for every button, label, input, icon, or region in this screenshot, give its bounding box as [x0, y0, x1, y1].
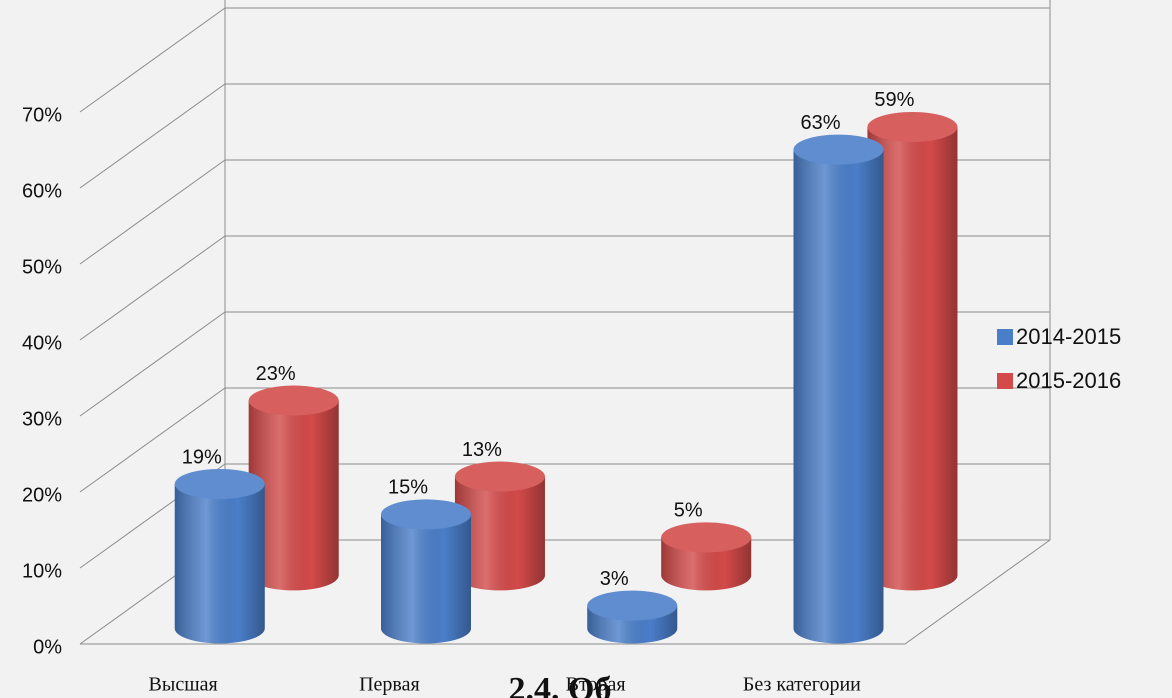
legend-label: 2015-2016 [1016, 368, 1121, 393]
bar [793, 134, 884, 644]
data-label: 3% [600, 568, 629, 590]
data-label: 5% [674, 500, 703, 522]
cylinder-top-shade [661, 522, 752, 553]
data-label: 63% [800, 112, 840, 134]
x-tick-label: Высшая [149, 674, 218, 696]
data-label: 23% [256, 363, 296, 385]
y-tick-label: 50% [22, 256, 62, 278]
cylinder-top-shade [174, 469, 265, 499]
y-tick-label: 10% [22, 560, 62, 582]
x-tick-label: Без категории [743, 674, 861, 696]
legend-label: 2014-2015 [1016, 324, 1121, 349]
cylinder-shade [793, 149, 884, 644]
data-label: 13% [462, 439, 502, 461]
cylinder-top-shade [587, 590, 678, 621]
cylinder-top-shade [793, 134, 884, 165]
bar [454, 461, 545, 591]
y-tick-label: 70% [22, 104, 62, 126]
wall-edge [224, 0, 1051, 540]
cylinder-top-shade [867, 111, 958, 142]
cylinder-top [174, 469, 265, 499]
x-tick-label: Вторая [566, 674, 626, 696]
bar [381, 499, 472, 644]
cylinder-top [454, 461, 545, 492]
cylinder-top-shade [454, 461, 545, 492]
y-tick-label: 60% [22, 180, 62, 202]
bar [248, 385, 339, 591]
cylinder-top [793, 134, 884, 165]
y-tick-label: 20% [22, 484, 62, 506]
caption: 2.4. Об [509, 671, 612, 698]
cylinder-top [587, 590, 678, 621]
legend-swatch [997, 373, 1013, 389]
y-tick-label: 40% [22, 332, 62, 354]
data-label: 15% [388, 477, 428, 499]
cylinder-top [661, 522, 752, 553]
cylinder-shade [867, 126, 958, 591]
cylinder-shade [661, 537, 752, 591]
cylinder-top-shade [248, 385, 339, 416]
legend-swatch [997, 329, 1013, 345]
bar [661, 522, 752, 591]
bar [587, 590, 678, 644]
floor [80, 539, 1051, 645]
data-label: 19% [182, 446, 222, 468]
cylinder-shade [248, 400, 339, 591]
cylinder-top-shade [381, 499, 471, 530]
cylinder-top [248, 385, 339, 416]
cylinder-top [867, 111, 958, 142]
cylinder-shade [454, 476, 545, 591]
y-tick-label: 30% [22, 408, 62, 430]
data-label: 59% [874, 89, 914, 111]
cylinder-top [381, 499, 471, 530]
y-tick-label: 0% [33, 636, 62, 658]
cylinder-shade [381, 514, 472, 644]
cylinder-shade [174, 484, 265, 644]
x-tick-label: Первая [359, 674, 420, 696]
bar [174, 469, 265, 644]
bar [867, 111, 958, 591]
